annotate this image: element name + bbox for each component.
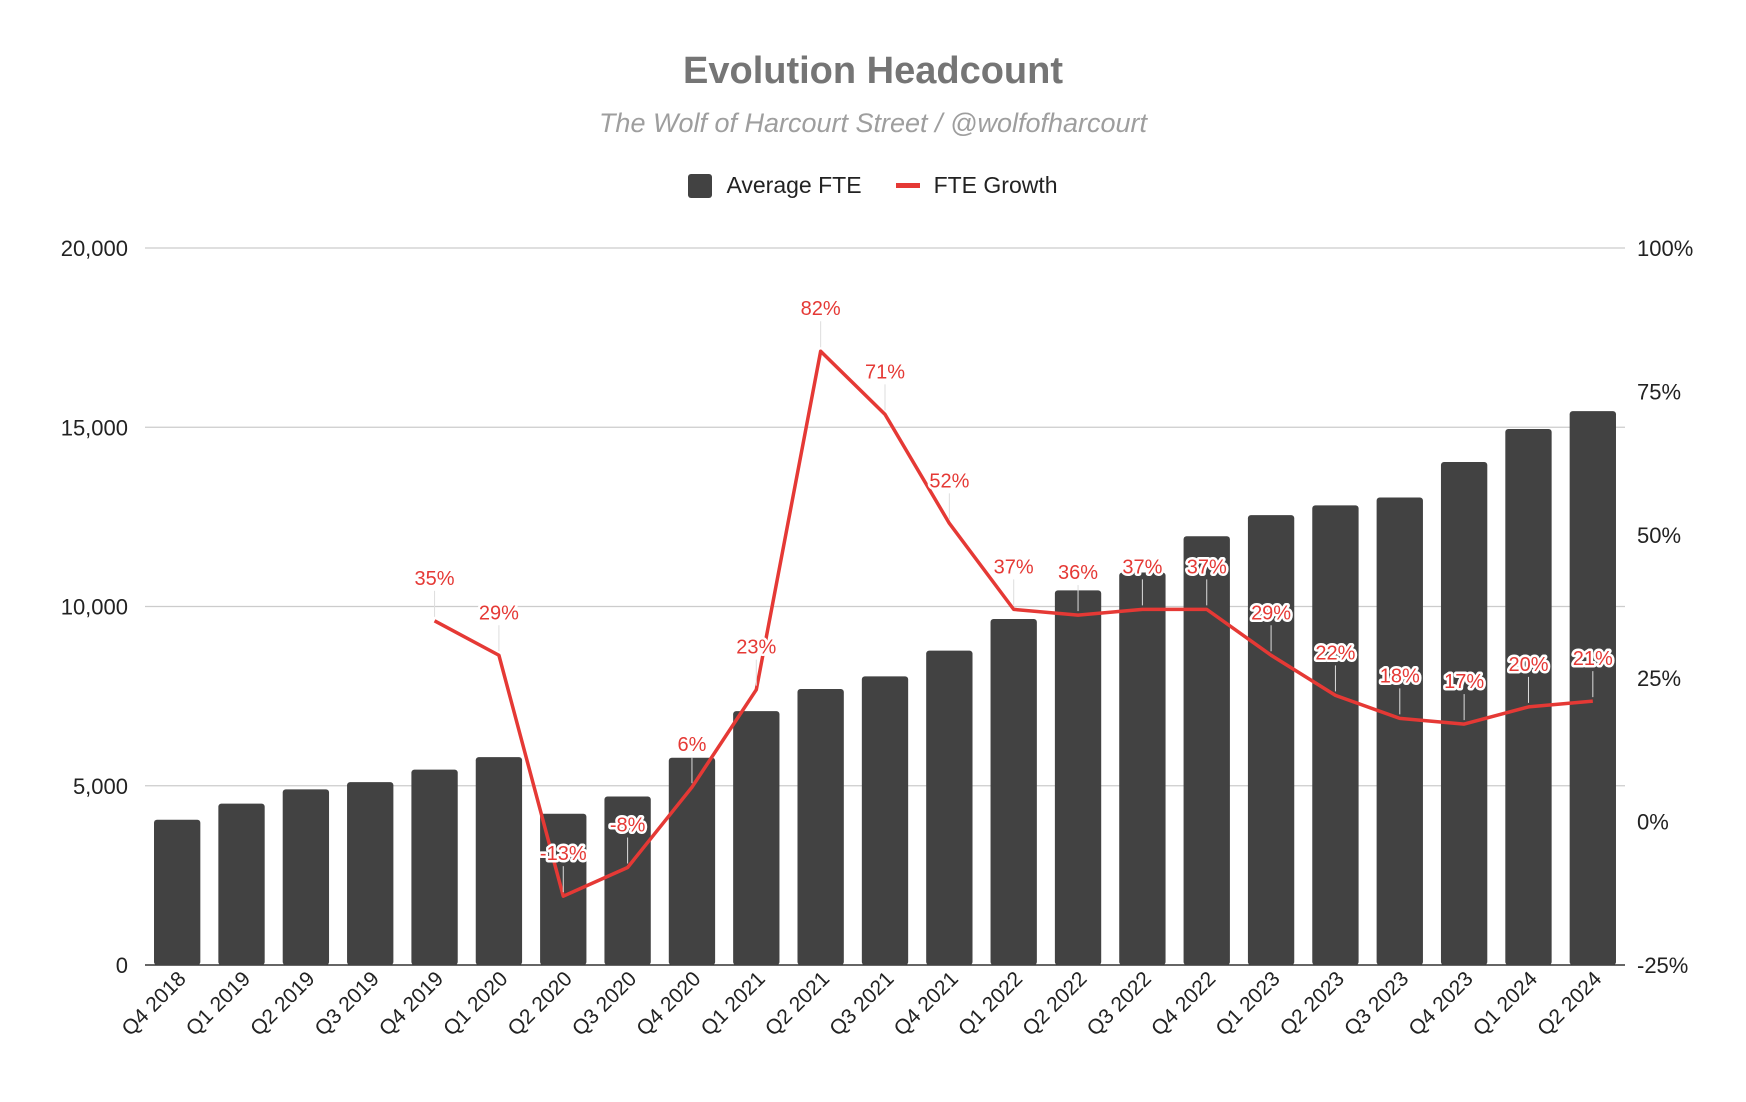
x-tick-label: Q2 2023 (1276, 967, 1349, 1040)
bar (926, 650, 973, 965)
bar (475, 757, 523, 965)
bar (1119, 572, 1166, 965)
legend-label-average-fte: Average FTE (726, 172, 862, 198)
y-left-tick-label: 10,000 (61, 595, 128, 620)
legend-swatch-line-icon (895, 183, 920, 188)
chart-subtitle: The Wolf of Harcourt Street / @wolfofhar… (598, 108, 1148, 138)
x-tick-label: Q4 2020 (632, 967, 705, 1040)
bar (347, 782, 394, 965)
data-label: -8% (610, 814, 646, 836)
data-label: 20% (1508, 654, 1548, 676)
x-tick-label: Q3 2022 (1083, 967, 1156, 1040)
data-label: 6% (678, 734, 707, 756)
y-left-tick-label: 5,000 (73, 774, 128, 799)
x-tick-label: Q1 2024 (1469, 967, 1542, 1040)
y-right-tick-label: 0% (1637, 810, 1669, 835)
x-tick-label: Q2 2019 (246, 967, 319, 1040)
bar (1183, 536, 1230, 965)
y-right-tick-label: 100% (1637, 236, 1693, 261)
bar (1312, 505, 1359, 965)
x-tick-label: Q3 2023 (1340, 967, 1413, 1040)
bar (1376, 497, 1423, 965)
bar (668, 757, 716, 965)
bar (1054, 590, 1102, 965)
data-label: 21% (1573, 648, 1613, 670)
data-label: 71% (865, 361, 905, 383)
bar (990, 619, 1037, 965)
bar (282, 789, 330, 965)
x-tick-label: Q3 2019 (311, 967, 384, 1040)
x-tick-label: Q4 2022 (1147, 967, 1220, 1040)
y-left-tick-label: 15,000 (61, 415, 128, 440)
bar (154, 819, 201, 965)
bar (1247, 515, 1295, 965)
bar (218, 803, 265, 965)
y-right-tick-label: -25% (1637, 953, 1688, 978)
data-label: 37% (994, 556, 1034, 578)
data-label: 82% (801, 298, 841, 320)
x-tick-label: Q1 2023 (1211, 967, 1284, 1040)
x-tick-label: Q2 2021 (761, 967, 834, 1040)
legend-item-average-fte: Average FTE (688, 172, 862, 199)
data-label: 37% (1122, 556, 1162, 578)
x-tick-label: Q2 2024 (1533, 967, 1606, 1040)
y-right-tick-label: 25% (1637, 666, 1681, 691)
x-tick-label: Q1 2022 (954, 967, 1027, 1040)
data-label: 36% (1058, 562, 1098, 584)
legend: Average FTE FTE Growth (0, 172, 1746, 199)
data-label: 29% (1251, 602, 1291, 624)
x-tick-label: Q1 2021 (697, 967, 770, 1040)
x-tick-label: Q3 2021 (825, 967, 898, 1040)
bar (861, 676, 909, 965)
data-label: 23% (736, 637, 776, 659)
data-label: 22% (1315, 642, 1355, 664)
y-right-tick-label: 75% (1637, 379, 1681, 404)
x-tick-label: Q4 2023 (1404, 967, 1477, 1040)
bar (733, 711, 780, 965)
bar (411, 769, 458, 965)
legend-item-fte-growth: FTE Growth (895, 172, 1058, 199)
x-tick-label: Q4 2019 (375, 967, 448, 1040)
data-label: 52% (929, 470, 969, 492)
growth-line (433, 349, 1593, 898)
y-left-tick-label: 20,000 (61, 236, 128, 261)
bar (797, 688, 844, 965)
chart-title: Evolution Headcount (683, 50, 1063, 92)
x-tick-label: Q1 2019 (182, 967, 255, 1040)
bar (604, 796, 651, 965)
x-tick-label: Q4 2018 (117, 967, 190, 1040)
y-right-tick-label: 50% (1637, 523, 1681, 548)
legend-swatch-bar-icon (688, 173, 713, 198)
data-label: 35% (415, 568, 455, 590)
legend-label-fte-growth: FTE Growth (933, 172, 1058, 198)
y-left-tick-label: 0 (116, 953, 128, 978)
x-tick-label: Q3 2020 (568, 967, 641, 1040)
x-tick-label: Q1 2020 (439, 967, 512, 1040)
x-tick-label: Q4 2021 (890, 967, 963, 1040)
data-label: 18% (1380, 665, 1420, 687)
data-label: 37% (1187, 556, 1227, 578)
data-label: -13% (540, 843, 587, 865)
x-tick-label: Q2 2020 (504, 967, 577, 1040)
data-label: 29% (479, 602, 519, 624)
data-label: 17% (1444, 671, 1484, 693)
x-tick-label: Q2 2022 (1018, 967, 1091, 1040)
